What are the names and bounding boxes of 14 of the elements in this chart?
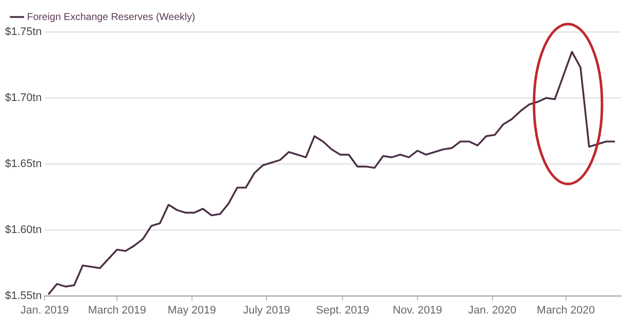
x-tick-label: Jan. 2020 bbox=[468, 304, 516, 316]
legend-label: Foreign Exchange Reserves (Weekly) bbox=[27, 12, 196, 23]
y-tick-label: $1.60tn bbox=[5, 224, 42, 236]
y-tick-label: $1.65tn bbox=[5, 158, 42, 170]
y-tick-label: $1.55tn bbox=[5, 290, 42, 302]
x-tick-label: Jan. 2019 bbox=[20, 304, 69, 316]
x-tick-label: March 2019 bbox=[88, 304, 146, 316]
x-tick-label: Nov. 2019 bbox=[392, 304, 442, 316]
x-tick-label: July 2019 bbox=[243, 304, 290, 316]
y-tick-label: $1.70tn bbox=[5, 92, 42, 104]
x-tick-label: March 2020 bbox=[536, 304, 595, 316]
x-tick-label: Sept. 2019 bbox=[316, 304, 370, 316]
y-tick-label: $1.75tn bbox=[5, 26, 42, 38]
x-tick-label: May 2019 bbox=[168, 304, 216, 316]
